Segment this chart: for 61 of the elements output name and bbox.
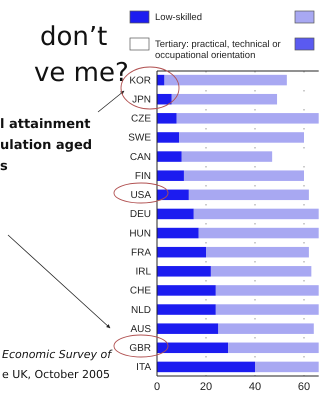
bar (157, 94, 172, 104)
bar (206, 246, 309, 258)
y-tick-label: GBR (129, 342, 151, 354)
legend-label: Tertiary: practical, technical or occupational orientation (155, 39, 281, 61)
text: e UK, October 2005 (2, 368, 110, 381)
bar (184, 170, 304, 181)
y-tick-label: HUN (129, 228, 151, 240)
x-tick-label: 0 (154, 380, 160, 393)
x-tick-label: 60 (298, 380, 310, 393)
bar (216, 285, 319, 296)
bar (255, 362, 319, 372)
y-tick-label: FRA (131, 247, 152, 258)
bar (176, 113, 319, 124)
bar (157, 285, 216, 296)
text: s (0, 159, 8, 174)
y-tick-label: KOR (129, 75, 151, 86)
bar (172, 94, 278, 104)
bar (216, 304, 319, 315)
y-tick-label: USA (130, 190, 152, 202)
y-tick-label: AUS (130, 324, 152, 335)
bar (198, 228, 319, 238)
y-tick-label: NLD (130, 304, 151, 316)
y-tick-label: CAN (130, 152, 151, 163)
legend-label: Low-skilled (155, 12, 202, 23)
y-tick-label: FIN (134, 170, 151, 182)
bar (157, 323, 218, 334)
bar (157, 74, 164, 86)
text: don’t (40, 22, 108, 52)
bar (218, 323, 314, 334)
y-tick-label: DEU (130, 209, 151, 220)
x-tick-label: 20 (200, 380, 212, 393)
text: Economic Survey of (2, 348, 114, 361)
bar (157, 304, 216, 315)
bar (210, 266, 312, 277)
bar (157, 208, 194, 220)
y-tick-label: CHE (130, 286, 152, 297)
bar (194, 208, 319, 220)
bar (157, 362, 255, 372)
bar (179, 132, 304, 143)
text: l attainment (0, 117, 90, 132)
bar (157, 132, 180, 143)
text: ve me? (34, 58, 129, 88)
bar (188, 190, 309, 200)
text: ulation aged (0, 138, 92, 153)
y-tick-label: ITA (136, 362, 152, 374)
bar (157, 342, 228, 354)
x-tick-label: 40 (248, 380, 262, 393)
bar (157, 190, 189, 200)
y-tick-label: SWE (128, 132, 152, 144)
bar (157, 228, 199, 238)
bar (157, 246, 206, 258)
bar (157, 151, 182, 162)
bar (182, 151, 272, 162)
y-tick-label: JPN (132, 94, 151, 106)
bar (164, 74, 287, 86)
bar (157, 170, 184, 181)
y-tick-label: IRL (135, 266, 152, 278)
bar (228, 342, 319, 354)
y-tick-label: CZE (131, 114, 152, 125)
bar (157, 266, 211, 277)
bar (157, 113, 177, 124)
